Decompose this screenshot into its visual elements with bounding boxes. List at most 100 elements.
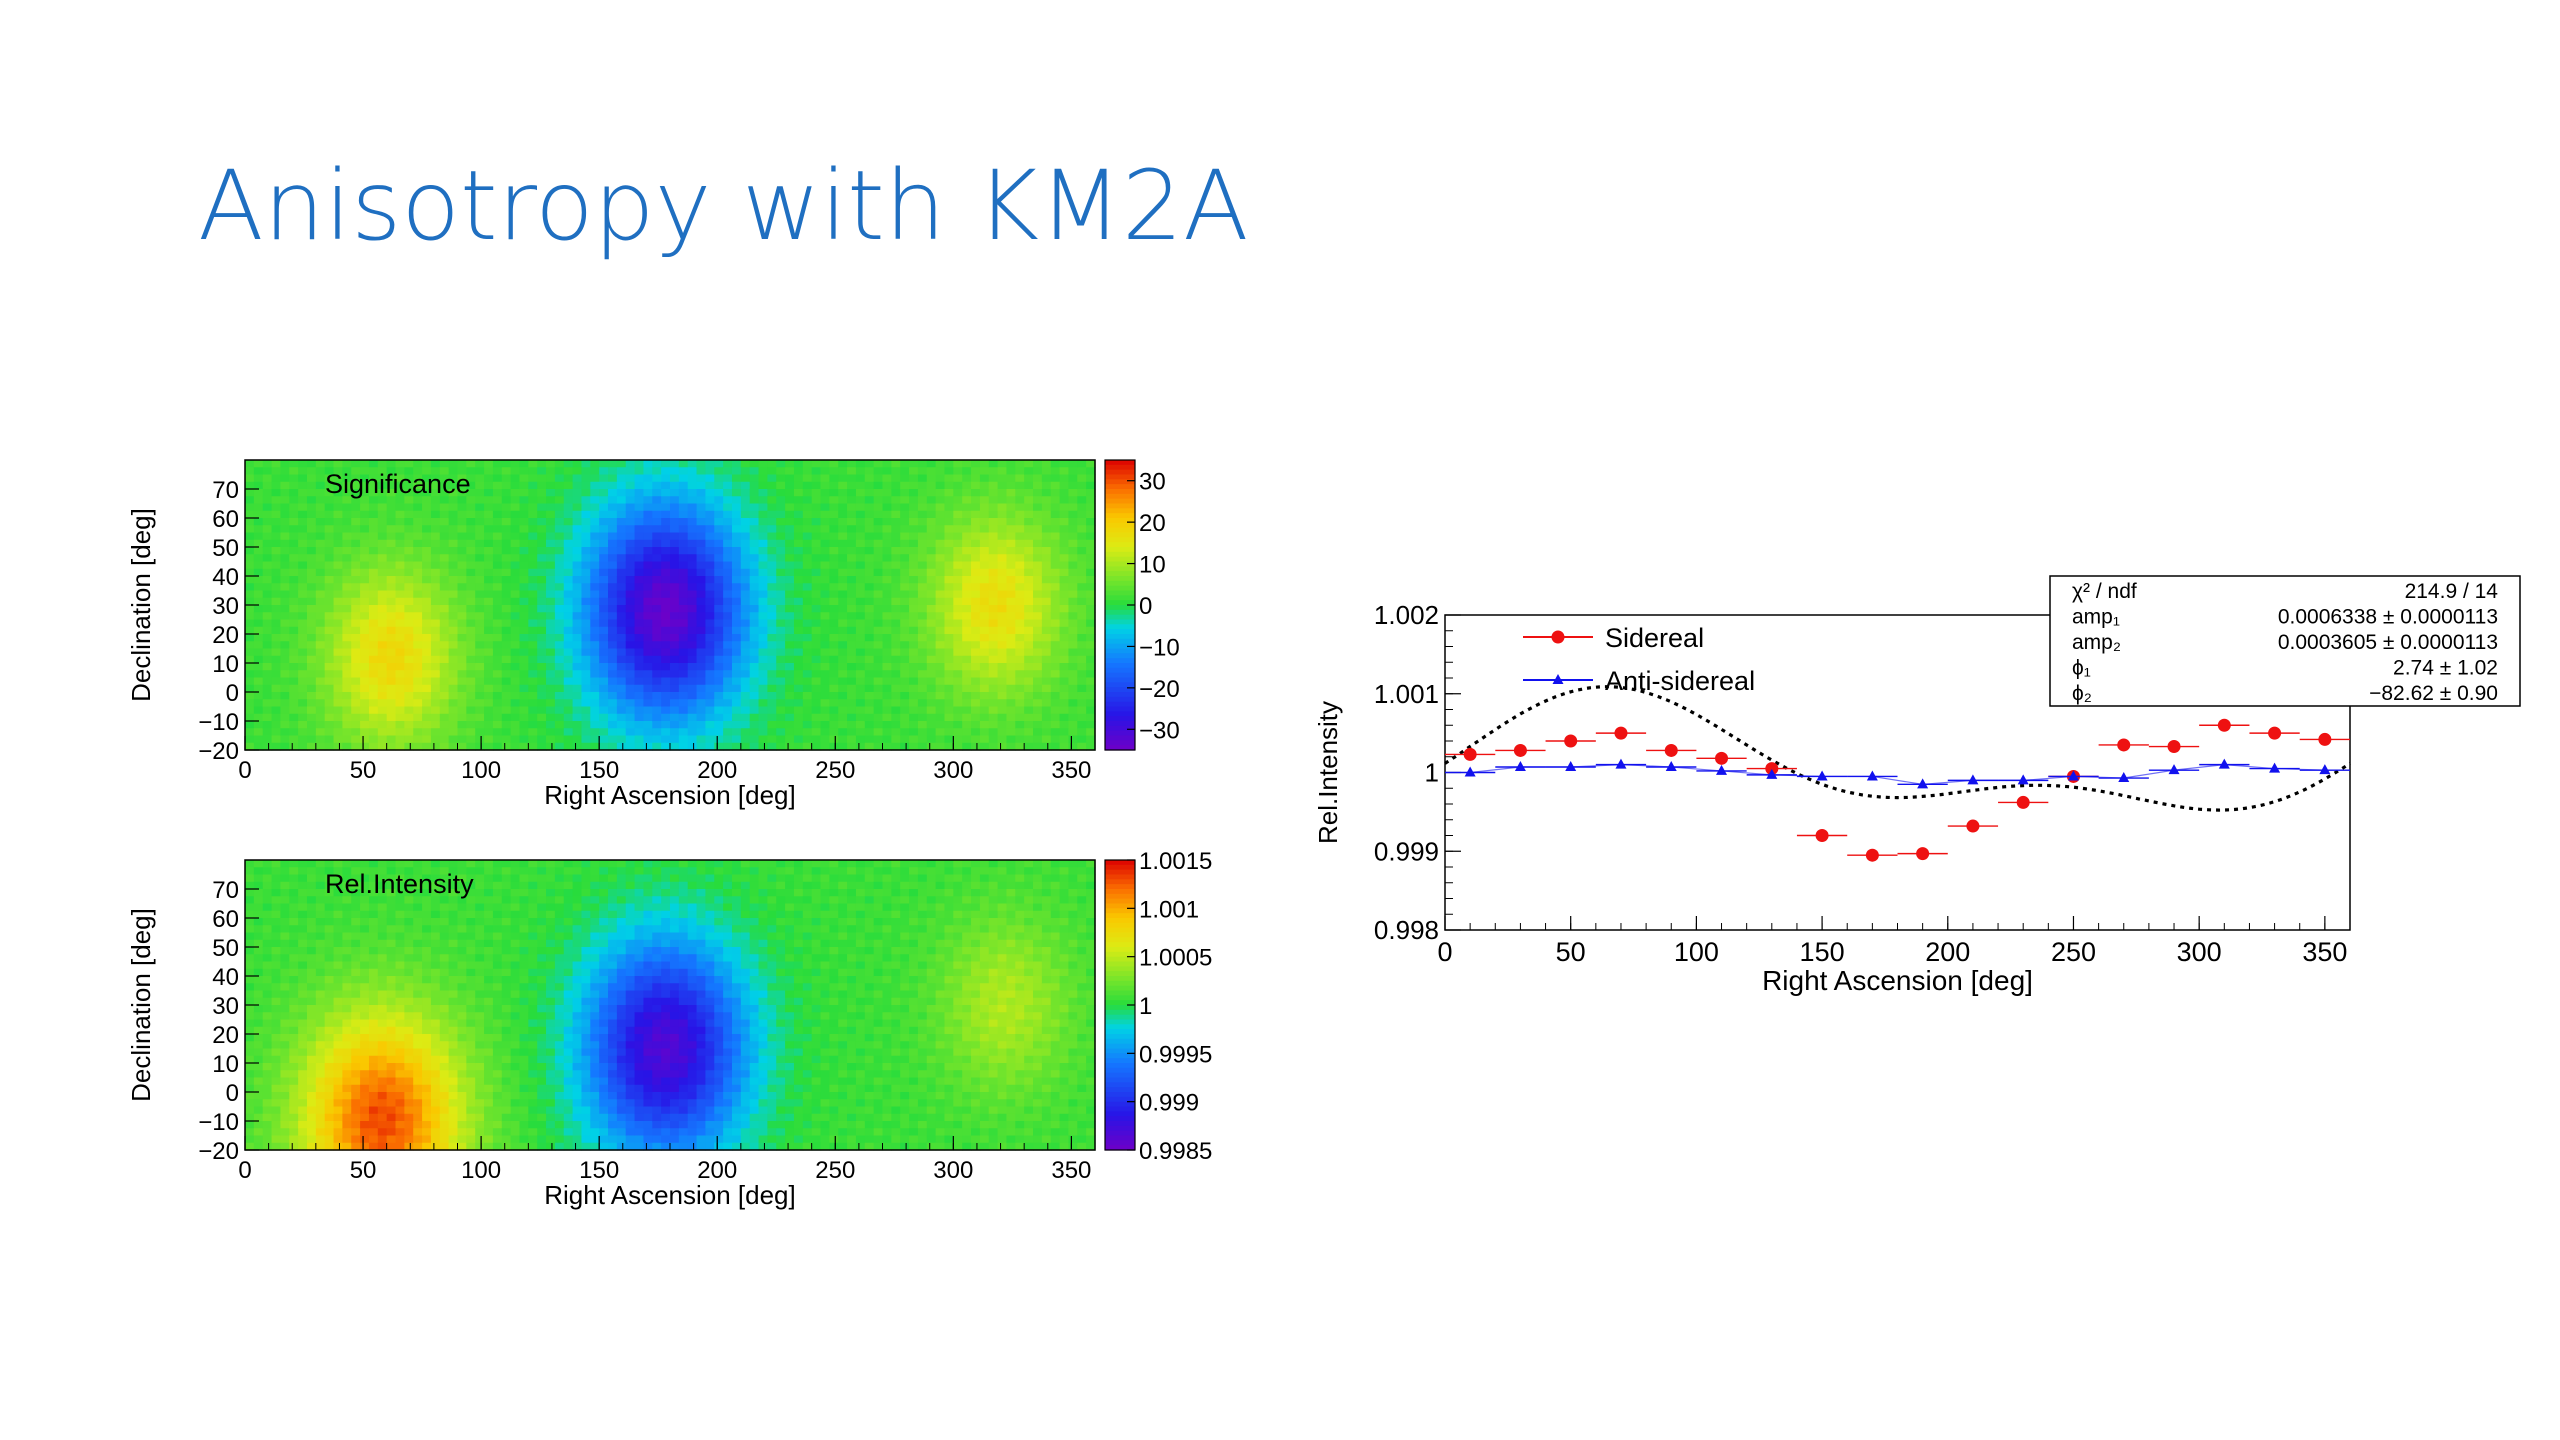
heatmap-cell [492, 474, 503, 483]
heatmap-cell [262, 867, 273, 876]
heatmap-cell [590, 699, 600, 708]
heatmap-cell [448, 489, 459, 497]
heatmap-cell [448, 947, 459, 955]
heatmap-cell [253, 576, 264, 584]
heatmap-cell [767, 532, 777, 541]
heatmap-cell [572, 699, 583, 708]
y-tick-label: 50 [212, 535, 239, 562]
heatmap-cell [430, 1128, 441, 1137]
heatmap-cell [971, 692, 981, 700]
heatmap-cell [324, 983, 335, 992]
heatmap-cell [616, 641, 627, 650]
heatmap-cell [537, 684, 547, 693]
heatmap-cell [519, 561, 529, 570]
heatmap-cell [838, 576, 848, 584]
heatmap-cell [909, 626, 919, 635]
heatmap-cell [581, 510, 591, 519]
heatmap-cell [714, 648, 724, 657]
heatmap-cell [661, 460, 671, 468]
heatmap-cell [245, 721, 255, 729]
heatmap-cell [386, 1142, 397, 1151]
heatmap-cell [847, 655, 857, 664]
heatmap-cell [360, 1063, 370, 1071]
heatmap-cell [917, 539, 928, 548]
heatmap-cell [315, 525, 326, 534]
heatmap-cell [289, 597, 299, 606]
heatmap-cell [298, 983, 308, 992]
colorbar-band [1105, 672, 1135, 679]
heatmap-cell [404, 721, 414, 729]
heatmap-cell [670, 496, 680, 505]
heatmap-cell [740, 692, 751, 700]
heatmap-cell [360, 881, 370, 890]
heatmap-cell [864, 576, 875, 584]
heatmap-cell [422, 590, 432, 599]
heatmap-cell [917, 547, 928, 555]
heatmap-cell [510, 489, 521, 497]
heatmap-cell [306, 699, 317, 708]
heatmap-cell [740, 576, 751, 584]
heatmap-cell [377, 481, 388, 490]
heatmap-cell [342, 481, 352, 490]
heatmap-cell [705, 742, 715, 751]
heatmap-cell [448, 1034, 459, 1042]
heatmap-cell [847, 590, 857, 599]
heatmap-cell [457, 626, 467, 635]
heatmap-cell [988, 554, 999, 563]
heatmap-cell [537, 626, 547, 635]
heatmap-cell [280, 641, 290, 650]
heatmap-cell [422, 510, 432, 519]
heatmap-cell [1041, 467, 1052, 476]
heatmap-cell [670, 699, 680, 708]
heatmap-cell [377, 997, 388, 1006]
heatmap-cell [1068, 713, 1078, 722]
heatmap-cell [546, 619, 556, 628]
heatmap-cell [395, 626, 405, 635]
heatmap-cell [448, 932, 459, 941]
heatmap-cell [342, 860, 352, 868]
heatmap-cell [590, 460, 600, 468]
heatmap-cell [245, 496, 255, 505]
heatmap-cell [634, 706, 645, 715]
heatmap-cell [501, 699, 512, 708]
heatmap-cell [306, 655, 317, 664]
heatmap-cell [245, 612, 255, 621]
heatmap-cell [492, 518, 503, 526]
heatmap-cell [935, 721, 946, 729]
heatmap-cell [404, 1092, 414, 1100]
heatmap-cell [422, 896, 432, 905]
heatmap-cell [351, 947, 361, 955]
heatmap-cell [935, 655, 946, 664]
heatmap-cell [377, 1055, 388, 1064]
heatmap-cell [298, 932, 308, 941]
heatmap-cell [581, 735, 591, 744]
colorbar-band [1105, 692, 1135, 698]
heatmap-cell [599, 735, 609, 744]
heatmap-cell [873, 503, 884, 512]
heatmap-cell [917, 583, 928, 592]
heatmap-cell [404, 742, 414, 751]
heatmap-cell [696, 670, 707, 679]
heatmap-cell [245, 932, 255, 941]
heatmap-cell [652, 496, 662, 505]
heatmap-cell [245, 597, 255, 606]
heatmap-cell [448, 568, 459, 577]
heatmap-cell [457, 939, 467, 948]
y-tick-label: 0 [226, 680, 239, 707]
heatmap-cell [342, 1041, 352, 1050]
heatmap-cell [740, 634, 751, 642]
heatmap-cell [271, 1005, 282, 1013]
heatmap-cell [944, 735, 954, 744]
heatmap-cell [271, 503, 282, 512]
heatmap-cell [466, 626, 476, 635]
heatmap-cell [572, 576, 583, 584]
heatmap-cell [324, 561, 335, 570]
heatmap-cell [377, 663, 388, 671]
heatmap-cell [820, 677, 830, 686]
heatmap-cell [395, 742, 405, 751]
heatmap-cell [838, 670, 848, 679]
heatmap-cell [245, 1092, 255, 1100]
heatmap-cell [979, 677, 990, 686]
heatmap-cell [457, 889, 467, 897]
heatmap-cell [864, 634, 875, 642]
